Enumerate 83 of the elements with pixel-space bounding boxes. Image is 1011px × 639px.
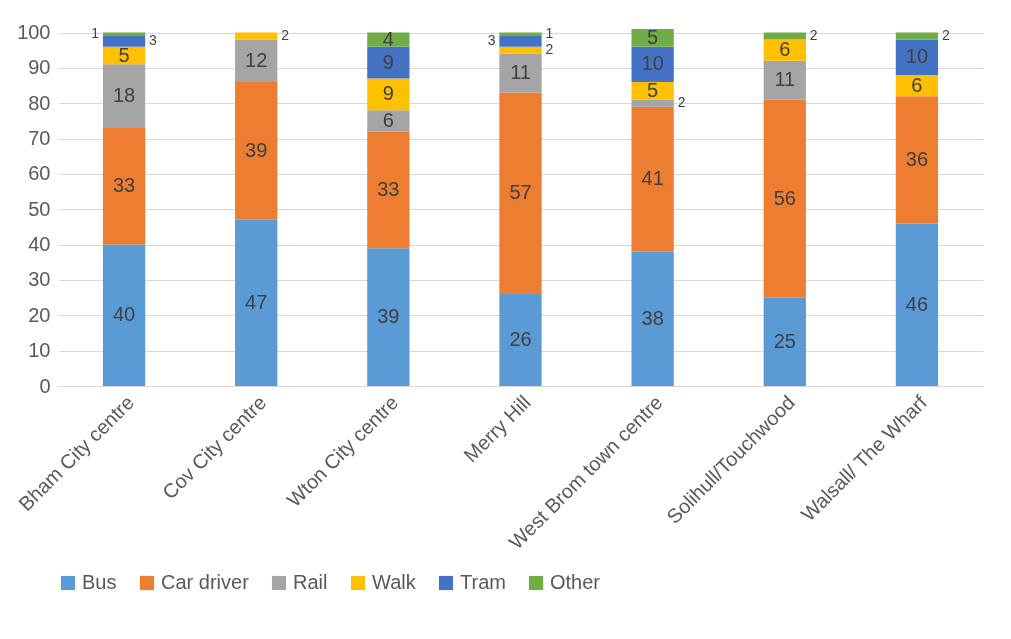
bar <box>631 99 674 107</box>
bar <box>367 78 410 111</box>
data-label: 1 <box>545 25 554 42</box>
bar <box>499 53 542 93</box>
y-tick-label: 70 <box>28 127 51 150</box>
data-label: 26 <box>509 328 532 351</box>
bar <box>895 223 939 386</box>
data-label: 38 <box>641 306 664 329</box>
data-label: 57 <box>509 181 532 204</box>
bar <box>763 99 806 298</box>
data-label: 2 <box>677 94 686 111</box>
bar <box>367 110 410 132</box>
data-label: 2 <box>545 41 554 58</box>
bar <box>631 251 674 386</box>
data-label: 3 <box>487 32 496 49</box>
bar <box>367 248 410 386</box>
data-label: 18 <box>112 84 136 107</box>
bar <box>102 127 146 245</box>
data-label: 47 <box>245 290 268 313</box>
bar <box>763 297 806 386</box>
data-label: 2 <box>281 27 290 44</box>
legend-label: Walk <box>372 571 417 593</box>
data-label: 3 <box>149 32 158 49</box>
data-label: 9 <box>382 82 394 105</box>
bar <box>235 39 278 83</box>
y-tick-label: 40 <box>28 233 51 256</box>
y-tick-label: 30 <box>28 268 51 291</box>
data-label: 9 <box>382 50 394 73</box>
data-label: 11 <box>774 68 796 91</box>
data-label: 41 <box>641 167 664 190</box>
data-label: 33 <box>377 177 400 200</box>
data-label: 4 <box>382 27 394 50</box>
data-label: 5 <box>647 25 659 48</box>
data-label: 5 <box>647 78 659 101</box>
bar <box>235 32 278 40</box>
bar <box>499 294 542 386</box>
y-tick-label: 80 <box>28 91 51 114</box>
y-tick-label: 60 <box>28 162 51 185</box>
bar <box>895 96 939 224</box>
data-label: 40 <box>112 303 136 326</box>
bar <box>499 46 542 54</box>
data-label: 39 <box>245 138 268 161</box>
y-tick-label: 0 <box>39 374 51 397</box>
bar <box>763 60 806 100</box>
bar <box>102 244 146 386</box>
data-label: 6 <box>911 73 923 96</box>
y-tick-label: 10 <box>28 339 51 362</box>
data-label: 11 <box>510 61 531 84</box>
bar <box>235 219 278 386</box>
data-label: 36 <box>905 147 929 170</box>
bar <box>631 106 674 252</box>
data-label: 33 <box>112 174 136 197</box>
bar <box>367 131 410 249</box>
bar <box>102 36 146 47</box>
data-label: 2 <box>941 27 950 44</box>
y-tick-label: 90 <box>28 56 51 79</box>
bar <box>763 32 806 40</box>
data-label: 39 <box>377 305 400 328</box>
bar <box>102 64 146 128</box>
data-label: 1 <box>91 25 100 42</box>
data-label: 6 <box>779 38 791 61</box>
y-tick-label: 20 <box>28 303 51 326</box>
legend-label: Car driver <box>161 571 250 593</box>
bar <box>367 46 410 79</box>
legend-label: Bus <box>82 571 117 593</box>
y-tick-label: 100 <box>17 21 51 44</box>
data-label: 10 <box>905 45 929 68</box>
legend-label: Rail <box>293 571 328 593</box>
data-label: 6 <box>382 108 394 131</box>
legend-label: Other <box>550 571 601 593</box>
data-label: 46 <box>905 292 929 315</box>
data-label: 56 <box>773 186 796 209</box>
bar <box>895 32 939 40</box>
y-tick-label: 50 <box>28 197 51 220</box>
data-label: 25 <box>773 329 796 352</box>
data-label: 10 <box>641 52 664 75</box>
data-label: 5 <box>118 43 130 66</box>
data-label: 12 <box>245 48 268 71</box>
data-label: 2 <box>809 27 818 44</box>
bar <box>235 82 278 220</box>
legend-label: Tram <box>460 571 506 593</box>
bar <box>499 36 542 47</box>
bar <box>499 92 542 295</box>
